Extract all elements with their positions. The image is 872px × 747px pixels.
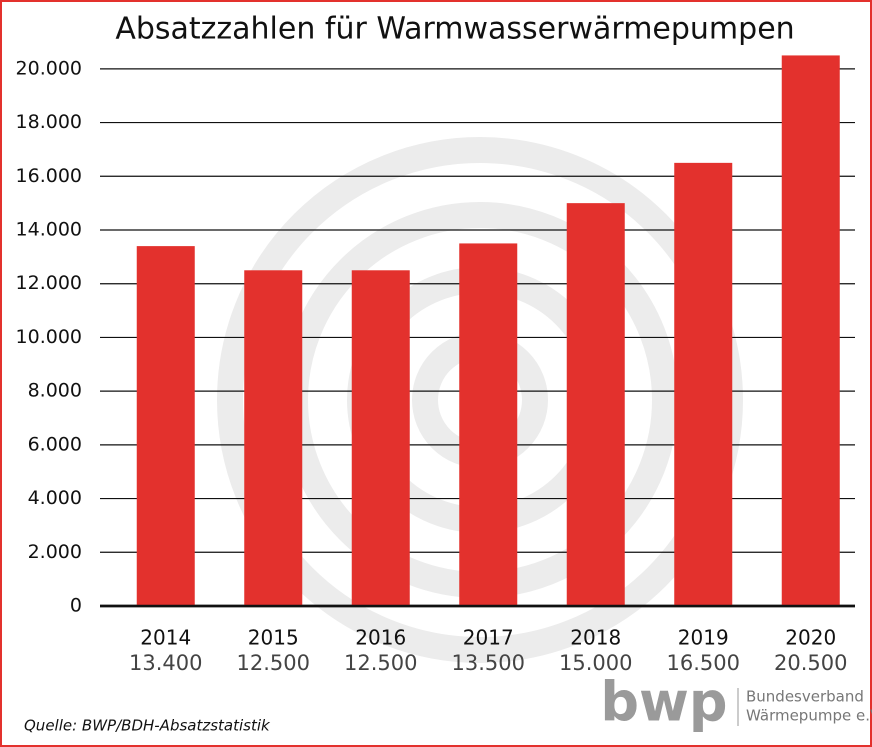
y-tick-label: 18.000 <box>16 111 82 133</box>
y-tick-label: 8.000 <box>28 380 82 402</box>
x-tick-label: 2016 <box>355 626 406 650</box>
y-tick-label: 6.000 <box>28 433 82 455</box>
logo-line: Bundesverband <box>746 688 864 706</box>
x-tick-label: 2020 <box>785 626 836 650</box>
bar <box>136 246 195 606</box>
bar <box>244 270 303 606</box>
x-tick-label: 2014 <box>140 626 191 650</box>
y-tick-label: 12.000 <box>16 272 82 294</box>
x-tick-label: 2015 <box>248 626 299 650</box>
x-tick-label: 2018 <box>570 626 621 650</box>
bar <box>781 55 840 606</box>
value-label: 13.500 <box>452 651 525 675</box>
y-tick-label: 14.000 <box>16 219 82 241</box>
y-tick-label: 2.000 <box>28 541 82 563</box>
source: Quelle: BWP/BDH-Absatzstatistik <box>24 717 271 735</box>
value-label: 13.400 <box>129 651 202 675</box>
chart-title: Absatzzahlen für Warmwasserwärmepumpen <box>115 12 794 47</box>
value-label: 20.500 <box>774 651 847 675</box>
y-tick-label: 4.000 <box>28 487 82 509</box>
logo-mark: bwp <box>600 671 727 734</box>
value-label: 12.500 <box>237 651 310 675</box>
y-tick-label: 0 <box>70 595 82 617</box>
x-tick-label: 2019 <box>678 626 729 650</box>
bar <box>674 162 733 606</box>
bar <box>351 270 410 606</box>
value-label: 12.500 <box>344 651 417 675</box>
value-label: 15.000 <box>559 651 632 675</box>
y-tick-label: 16.000 <box>16 165 82 187</box>
logo-line: Wärmepumpe e.V. <box>746 707 872 725</box>
y-tick-label: 10.000 <box>16 326 82 348</box>
bar <box>566 203 625 606</box>
x-tick-label: 2017 <box>463 626 514 650</box>
value-label: 16.500 <box>667 651 740 675</box>
y-tick-label: 20.000 <box>16 57 82 79</box>
bar <box>459 243 518 606</box>
